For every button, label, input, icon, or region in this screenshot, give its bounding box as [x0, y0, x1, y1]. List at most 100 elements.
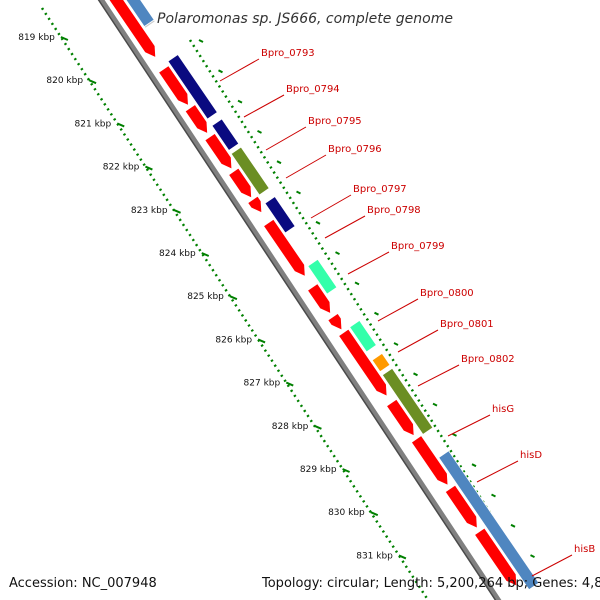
gene-label-leader [476, 460, 519, 483]
ruler-tick [229, 295, 238, 301]
outer-track-tick [452, 433, 457, 437]
ruler-tick [88, 79, 97, 85]
ruler-ticks: 819 kbp 820 kbp 821 kbp 822 kbp 823 kbp 824 k… [18, 7, 535, 600]
outer-track-tick [315, 220, 321, 225]
ruler-tick-label: 830 kbp [328, 508, 365, 518]
gene-label: hisD [520, 450, 542, 461]
cds-feature [307, 283, 332, 315]
ruler-tick-label: 827 kbp [244, 379, 281, 389]
backbone-edge [97, 0, 497, 600]
outer-track-tick [276, 160, 282, 165]
gene-label: Bpro_0802 [461, 354, 515, 365]
gene-category-block [211, 118, 240, 152]
gene-label: Bpro_0795 [308, 116, 362, 127]
ruler-tick-label: 825 kbp [187, 292, 224, 302]
gene-label-leader [285, 154, 327, 179]
outer-track-tick [218, 69, 223, 74]
gene-category-block [167, 53, 218, 120]
outer-track-tick [257, 130, 262, 134]
ruler-tick [314, 424, 322, 430]
gene-label-leader [310, 194, 352, 219]
map-title: Polaromonas sp. JS666, complete genome [157, 11, 453, 27]
outer-track-tick [354, 281, 360, 286]
gene-label-leader [377, 298, 419, 322]
ruler-tick [285, 381, 294, 387]
cds-feature [338, 328, 388, 397]
ruler-tick-label: 819 kbp [18, 33, 55, 43]
gene-labels: Bpro_0793 Bpro_0794 Bpro_0795 Bpro_0796 Bpro… [219, 48, 595, 577]
gene-label-leader [531, 554, 573, 577]
cds-feature [158, 65, 189, 107]
gene-label-leader [243, 94, 285, 118]
outer-track-tick [432, 402, 438, 407]
gene-label: Bpro_0799 [391, 241, 445, 252]
ruler-tick [370, 511, 379, 517]
accession-text: Accession: NC_007948 [9, 576, 157, 591]
ruler-tick-label: 828 kbp [272, 422, 309, 432]
outer-track-tick [374, 311, 379, 316]
outer-track-tick [393, 342, 399, 346]
gene-label: Bpro_0800 [420, 288, 474, 299]
gene-label-leader [447, 414, 491, 437]
ruler-tick [60, 36, 69, 41]
ruler-tick-label: 823 kbp [131, 206, 168, 216]
outer-track-tick [296, 190, 301, 195]
cds-feature [228, 167, 253, 199]
ruler-tick-label: 822 kbp [103, 163, 140, 173]
gene-label-leader [417, 364, 460, 387]
outer-track-tick [530, 554, 535, 558]
ruler-tick [257, 338, 266, 344]
outer-track-tick [237, 99, 243, 104]
cds-feature [327, 312, 343, 331]
gene-label: Bpro_0794 [286, 84, 340, 95]
gene-features [108, 0, 540, 591]
ruler-tick [398, 554, 407, 560]
gene-category-block [307, 258, 338, 295]
outer-track-tick [413, 372, 418, 377]
cds-feature [108, 0, 157, 59]
outer-track-tick [491, 493, 496, 498]
ruler-tick-label: 821 kbp [75, 119, 112, 129]
cds-feature [263, 218, 306, 277]
cds-feature [247, 195, 263, 214]
gene-label: Bpro_0797 [353, 184, 407, 195]
gene-label: hisB [574, 544, 595, 555]
gene-label: Bpro_0793 [261, 48, 315, 59]
ruler-tick-label: 831 kbp [356, 551, 393, 561]
ruler-tick-label: 829 kbp [300, 465, 337, 475]
gene-label-leader [397, 329, 439, 353]
genome-backbone [97, 0, 502, 600]
gene-label: Bpro_0796 [328, 144, 382, 155]
cds-feature [474, 527, 518, 587]
outer-track-tick [198, 39, 204, 43]
gene-label-leader [219, 58, 260, 82]
gene-category-block [264, 195, 296, 234]
outer-track-tick [510, 523, 516, 528]
backbone-ring [98, 0, 502, 600]
ruler-tick-label: 826 kbp [215, 335, 252, 345]
ruler-line [40, 7, 430, 600]
gene-label: Bpro_0801 [440, 319, 494, 330]
ruler-tick [342, 468, 350, 473]
cds-feature [410, 435, 449, 486]
gene-label-leader [347, 251, 390, 275]
gene-category-block [230, 146, 270, 196]
gene-label-leader [265, 126, 307, 151]
cds-feature [386, 398, 415, 437]
gene-category-block [438, 450, 540, 591]
gene-category-block [371, 352, 391, 373]
topology-summary: Topology: circular; Length: 5,200,264 bp… [261, 576, 600, 591]
ruler-tick [173, 208, 181, 214]
outer-track-line [188, 39, 522, 561]
outer-track-tick [335, 251, 340, 255]
ruler-tick [116, 122, 125, 128]
cds-feature [204, 132, 233, 170]
ruler-tick-label: 824 kbp [159, 249, 196, 259]
gene-category-block [125, 0, 155, 28]
cds-feature [184, 103, 209, 135]
gene-label-leader [324, 215, 366, 239]
gene-label: Bpro_0798 [367, 205, 421, 216]
gene-category-block [381, 367, 434, 436]
cds-feature [444, 484, 478, 529]
